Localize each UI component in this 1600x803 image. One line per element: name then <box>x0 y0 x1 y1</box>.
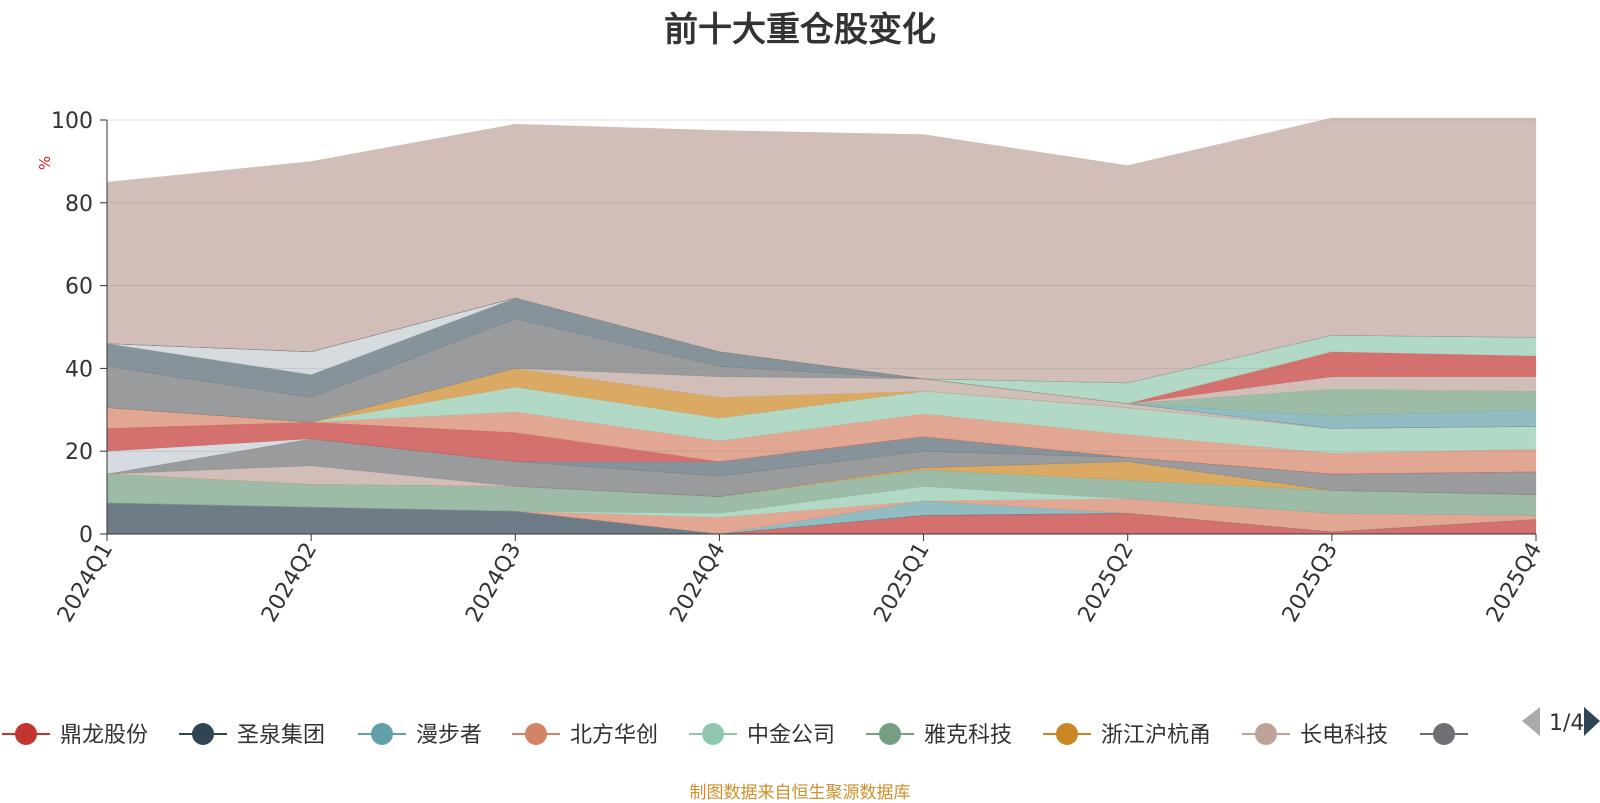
chart-title: 前十大重仓股变化 <box>664 10 936 50</box>
legend-label-3: 北方华创 <box>570 723 658 748</box>
legend-item-2[interactable]: 漫步者 <box>358 723 482 748</box>
legend-marker-icon <box>1255 723 1277 745</box>
x-tick-label-4: 2025Q1 <box>869 539 934 627</box>
x-tick-labels: 2024Q1 2024Q2 2024Q3 2024Q4 2025Q1 2025Q2 2025… <box>53 534 1547 627</box>
legend-marker-icon <box>702 723 724 745</box>
legend-label-5: 雅克科技 <box>924 723 1012 748</box>
legend-marker-icon <box>15 723 37 745</box>
legend-marker-icon <box>192 723 214 745</box>
x-tick-label-0: 2024Q1 <box>53 539 118 627</box>
series-area-11 <box>106 421 1537 475</box>
legend-marker-icon <box>879 723 901 745</box>
y-tick-label-3: 60 <box>65 275 93 300</box>
legend-label-0: 鼎龙股份 <box>60 723 148 748</box>
legend-marker-icon <box>1056 723 1078 745</box>
x-tick-label-6: 2025Q3 <box>1278 539 1343 627</box>
legend-item-5[interactable]: 雅克科技 <box>866 723 1012 748</box>
y-tick-label-2: 40 <box>65 357 93 382</box>
legend-label-2: 漫步者 <box>416 723 482 748</box>
legend-item-1[interactable]: 圣泉集团 <box>179 723 325 748</box>
grid-lines <box>107 119 1536 452</box>
legend: 鼎龙股份 圣泉集团 漫步者 北方华创 中金公司 雅克科技 浙江沪杭甬 长电科技 <box>2 723 1468 748</box>
legend-item-7[interactable]: 长电科技 <box>1242 723 1388 748</box>
legend-item-4[interactable]: 中金公司 <box>689 723 835 748</box>
legend-item-8[interactable] <box>1420 723 1468 745</box>
series-area-23 <box>106 297 1537 404</box>
legend-marker-icon <box>1433 723 1455 745</box>
x-tick-label-1: 2024Q2 <box>257 539 322 627</box>
x-tick-label-2: 2024Q3 <box>461 539 526 627</box>
series-area-12 <box>106 407 1537 475</box>
series-area-21 <box>106 297 1537 404</box>
y-tick-label-1: 20 <box>65 440 93 465</box>
legend-prev-icon[interactable] <box>1522 707 1540 736</box>
x-tick-label-3: 2024Q4 <box>665 539 730 627</box>
y-tick-label-4: 80 <box>65 192 93 217</box>
footer-source-note: 制图数据来自恒生聚源数据库 <box>689 783 911 803</box>
legend-label-7: 长电科技 <box>1300 723 1388 748</box>
series-area-22 <box>106 297 1537 404</box>
series-area-19 <box>106 297 1537 429</box>
y-tick-labels: 0 20 40 60 80 100 <box>51 109 107 548</box>
legend-label-4: 中金公司 <box>747 723 835 748</box>
axes <box>106 120 1536 535</box>
x-tick-label-7: 2025Q4 <box>1482 539 1547 627</box>
series-areas <box>106 117 1537 535</box>
y-tick-label-5: 100 <box>51 109 93 134</box>
legend-next-icon[interactable] <box>1584 707 1600 736</box>
legend-label-6: 浙江沪杭甬 <box>1101 723 1211 748</box>
legend-page-indicator: 1/4 <box>1549 711 1584 736</box>
legend-pager: 1/4 <box>1522 707 1600 736</box>
legend-marker-icon <box>371 723 393 745</box>
series-area-25 <box>106 117 1537 384</box>
legend-item-0[interactable]: 鼎龙股份 <box>2 723 148 748</box>
legend-label-1: 圣泉集团 <box>237 723 325 748</box>
series-area-20 <box>106 297 1537 417</box>
y-axis-label: % <box>36 156 54 170</box>
legend-item-6[interactable]: 浙江沪杭甬 <box>1043 723 1211 748</box>
y-tick-label-0: 0 <box>79 523 93 548</box>
legend-marker-icon <box>525 723 547 745</box>
legend-item-3[interactable]: 北方华创 <box>512 723 658 748</box>
x-tick-label-5: 2025Q2 <box>1074 539 1139 627</box>
